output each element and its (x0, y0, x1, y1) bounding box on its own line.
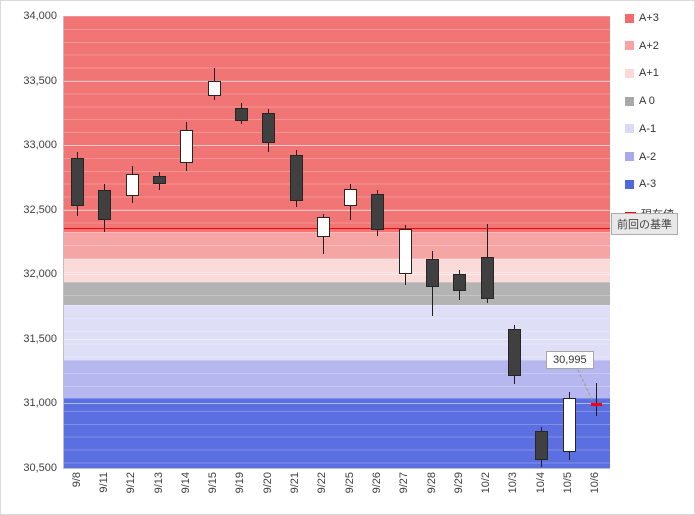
plot-area: 30,995 (63, 16, 610, 469)
legend-label: A+3 (639, 12, 659, 24)
x-axis-label: 9/19 (234, 472, 247, 494)
x-axis-label: 9/14 (179, 472, 192, 494)
x-axis-label: 9/8 (70, 472, 83, 488)
candle-9/27 (398, 229, 412, 275)
legend-swatch-icon (625, 179, 634, 189)
gridline (64, 145, 610, 147)
legend-label: A-1 (639, 122, 657, 135)
band-A 0 (64, 282, 610, 306)
y-axis-label: 32,000 (23, 268, 57, 281)
legend-label: A 0 (639, 95, 655, 108)
candle-9/20 (262, 112, 276, 143)
x-axis-label: 10/6 (589, 472, 602, 494)
x-axis-label: 9/22 (316, 472, 329, 494)
x-axis-label: 9/26 (370, 472, 383, 494)
x-axis-label: 9/25 (343, 472, 356, 494)
band-A-1 (64, 305, 610, 360)
legend-swatch-icon (625, 41, 634, 51)
legend-label: A+1 (639, 67, 659, 80)
candle-9/26 (371, 194, 385, 231)
gridline (64, 80, 610, 82)
legend-item-A-2: A-2 (625, 151, 656, 163)
y-axis-label: 31,000 (23, 397, 57, 410)
band-A-2 (64, 359, 610, 399)
candle-9/25 (344, 189, 358, 206)
band-A+1 (64, 258, 610, 283)
candle-9/14 (180, 129, 194, 164)
candle-10/3 (507, 328, 521, 377)
legend-swatch-icon (625, 13, 634, 23)
candle-9/11 (98, 190, 112, 221)
baseline-line (64, 227, 610, 229)
gridline (64, 209, 610, 211)
y-axis-label: 33,500 (23, 74, 57, 87)
candle-9/29 (453, 274, 467, 292)
candle-10/5 (562, 398, 576, 453)
candle-9/15 (207, 80, 221, 97)
band-A+2 (64, 231, 610, 259)
x-axis-label: 9/21 (289, 472, 302, 494)
gridline (64, 403, 610, 405)
legend-label: A-3 (639, 178, 657, 191)
legend-item-A+1: A+1 (625, 67, 659, 79)
y-axis-label: 32,500 (23, 203, 57, 216)
x-axis-label: 9/12 (125, 472, 138, 494)
y-axis-label: 30,500 (23, 462, 57, 474)
x-axis-label: 9/27 (398, 472, 411, 494)
y-axis-label: 34,000 (23, 10, 57, 22)
x-axis-label: 9/13 (152, 472, 165, 494)
candle-9/8 (71, 158, 85, 206)
previous-baseline-label: 前回の基準 (611, 213, 678, 235)
legend-item-A-3: A-3 (625, 178, 656, 190)
x-axis-label: 9/11 (97, 472, 110, 493)
candle-9/21 (289, 155, 303, 201)
y-axis-label: 31,500 (23, 332, 57, 345)
legend-swatch-icon (625, 96, 634, 106)
legend-swatch-icon (625, 124, 634, 134)
legend-item-A 0: A 0 (625, 95, 655, 107)
current-value-marker (590, 402, 602, 406)
x-axis-label: 9/29 (452, 472, 465, 494)
x-axis-label: 9/20 (261, 472, 274, 494)
candle-9/12 (125, 173, 139, 196)
x-axis-label: 10/3 (507, 472, 520, 494)
gridline (64, 338, 610, 340)
legend-item-A-1: A-1 (625, 123, 656, 135)
legend-label: A+2 (639, 39, 659, 52)
candle-9/13 (153, 176, 167, 184)
current-value-callout: 30,995 (546, 351, 594, 369)
candle-10/4 (535, 430, 549, 461)
candle-9/19 (234, 107, 248, 121)
legend-swatch-icon (625, 68, 634, 78)
legend-item-A+2: A+2 (625, 40, 659, 52)
x-axis-label: 10/4 (534, 472, 547, 494)
x-axis-label: 10/5 (562, 472, 575, 494)
band-A-3 (64, 398, 610, 468)
x-axis-label: 9/28 (425, 472, 438, 494)
candle-9/28 (426, 258, 440, 288)
band-A+3 (64, 16, 610, 232)
candle-10/2 (480, 257, 494, 299)
candle-wick-10/6 (595, 382, 597, 417)
legend-swatch-icon (625, 152, 634, 161)
legend-label: A-2 (639, 150, 657, 163)
gridline (64, 274, 610, 276)
x-axis-label: 9/15 (207, 472, 220, 494)
y-axis-label: 33,000 (23, 139, 57, 152)
x-axis-label: 10/2 (480, 472, 493, 494)
candle-9/22 (316, 217, 330, 237)
legend: A+3A+2A+1A 0A-1A-2A-3現在値 (625, 1, 694, 231)
legend-item-A+3: A+3 (625, 12, 659, 24)
